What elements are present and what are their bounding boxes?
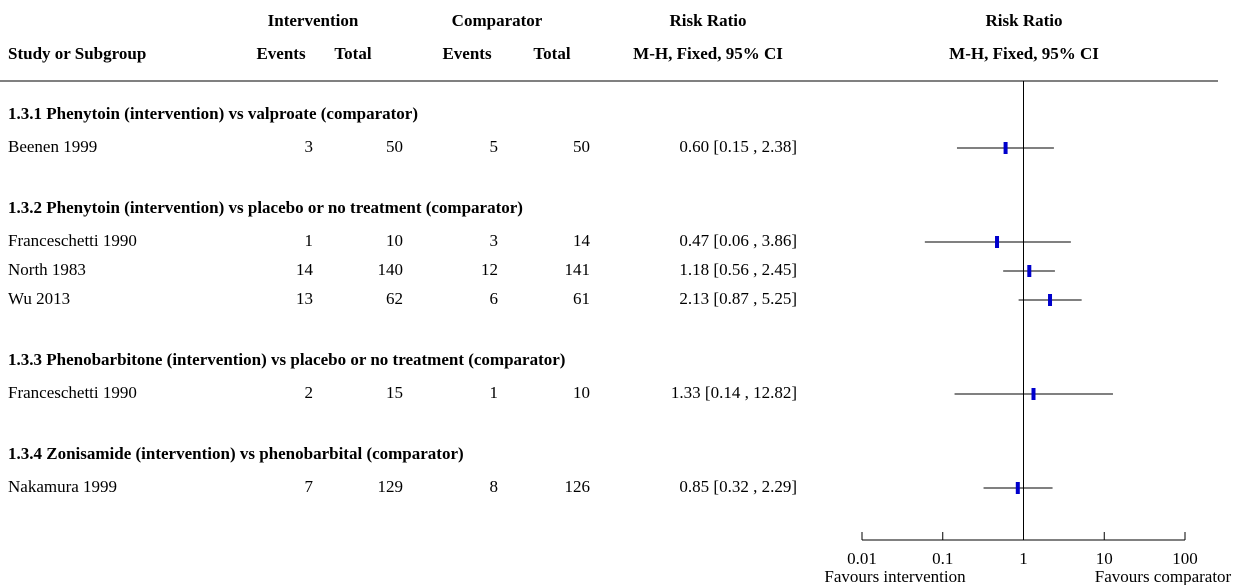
favours-left: Favours intervention <box>824 567 966 585</box>
study-name: Franceschetti 1990 <box>8 383 137 402</box>
cell: 6 <box>490 289 499 308</box>
header: Intervention <box>268 11 359 30</box>
cell: 129 <box>378 477 404 496</box>
study-name: Wu 2013 <box>8 289 70 308</box>
header: Events <box>256 44 306 63</box>
cell: 14 <box>296 260 314 279</box>
header: Comparator <box>452 11 543 30</box>
group-title: 1.3.1 Phenytoin (intervention) vs valpro… <box>8 104 418 123</box>
point-estimate <box>1048 294 1053 306</box>
study-name: Beenen 1999 <box>8 137 97 156</box>
header: Total <box>533 44 570 63</box>
study-name: Nakamura 1999 <box>8 477 117 496</box>
cell: 62 <box>386 289 403 308</box>
ci-label: 1.33 [0.14 , 12.82] <box>671 383 797 402</box>
point-estimate <box>1031 388 1036 400</box>
ci-label: 0.60 [0.15 , 2.38] <box>679 137 797 156</box>
cell: 140 <box>378 260 404 279</box>
header: Total <box>334 44 371 63</box>
header: M-H, Fixed, 95% CI <box>633 44 783 63</box>
cell: 1 <box>305 231 314 250</box>
cell: 1 <box>490 383 499 402</box>
header: Risk Ratio <box>986 11 1063 30</box>
header: Risk Ratio <box>670 11 747 30</box>
cell: 12 <box>481 260 498 279</box>
cell: 141 <box>565 260 591 279</box>
cell: 2 <box>305 383 314 402</box>
group-title: 1.3.4 Zonisamide (intervention) vs pheno… <box>8 444 464 463</box>
cell: 126 <box>565 477 591 496</box>
x-tick-label: 10 <box>1096 549 1113 568</box>
ci-label: 0.85 [0.32 , 2.29] <box>679 477 797 496</box>
x-tick-label: 100 <box>1172 549 1198 568</box>
cell: 5 <box>490 137 499 156</box>
x-tick-label: 1 <box>1019 549 1028 568</box>
study-name: North 1983 <box>8 260 86 279</box>
point-estimate <box>1015 482 1020 494</box>
cell: 14 <box>573 231 591 250</box>
cell: 15 <box>386 383 403 402</box>
group-title: 1.3.3 Phenobarbitone (intervention) vs p… <box>8 350 565 369</box>
ci-label: 2.13 [0.87 , 5.25] <box>679 289 797 308</box>
point-estimate <box>1027 265 1032 277</box>
cell: 50 <box>573 137 590 156</box>
cell: 3 <box>490 231 499 250</box>
study-name: Franceschetti 1990 <box>8 231 137 250</box>
x-tick-label: 0.01 <box>847 549 877 568</box>
cell: 8 <box>490 477 499 496</box>
ci-label: 0.47 [0.06 , 3.86] <box>679 231 797 250</box>
cell: 10 <box>573 383 590 402</box>
cell: 10 <box>386 231 403 250</box>
cell: 13 <box>296 289 313 308</box>
cell: 3 <box>305 137 314 156</box>
favours-right: Favours comparator <box>1095 567 1232 585</box>
group-title: 1.3.2 Phenytoin (intervention) vs placeb… <box>8 198 523 217</box>
header: Events <box>442 44 492 63</box>
cell: 50 <box>386 137 403 156</box>
point-estimate <box>995 236 1000 248</box>
cell: 61 <box>573 289 590 308</box>
header: M-H, Fixed, 95% CI <box>949 44 1099 63</box>
cell: 7 <box>305 477 314 496</box>
ci-label: 1.18 [0.56 , 2.45] <box>679 260 797 279</box>
header: Study or Subgroup <box>8 44 146 63</box>
x-tick-label: 0.1 <box>932 549 953 568</box>
point-estimate <box>1003 142 1008 154</box>
